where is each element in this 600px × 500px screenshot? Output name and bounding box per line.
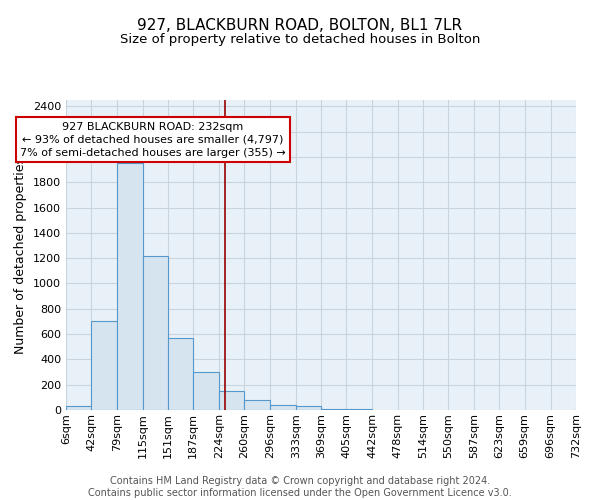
Bar <box>270 405 296 410</box>
Text: 927, BLACKBURN ROAD, BOLTON, BL1 7LR: 927, BLACKBURN ROAD, BOLTON, BL1 7LR <box>137 18 463 32</box>
Text: 927 BLACKBURN ROAD: 232sqm
← 93% of detached houses are smaller (4,797)
7% of se: 927 BLACKBURN ROAD: 232sqm ← 93% of deta… <box>20 122 286 158</box>
Bar <box>244 400 270 410</box>
Bar <box>321 408 346 410</box>
Bar <box>193 372 219 410</box>
Bar <box>168 338 193 410</box>
Text: Contains HM Land Registry data © Crown copyright and database right 2024.
Contai: Contains HM Land Registry data © Crown c… <box>88 476 512 498</box>
Y-axis label: Number of detached properties: Number of detached properties <box>14 156 28 354</box>
Text: Size of property relative to detached houses in Bolton: Size of property relative to detached ho… <box>120 32 480 46</box>
Bar <box>91 322 117 410</box>
Bar <box>66 406 91 410</box>
Bar <box>117 164 143 410</box>
Bar <box>219 391 244 410</box>
Bar <box>143 256 168 410</box>
Bar <box>296 406 321 410</box>
